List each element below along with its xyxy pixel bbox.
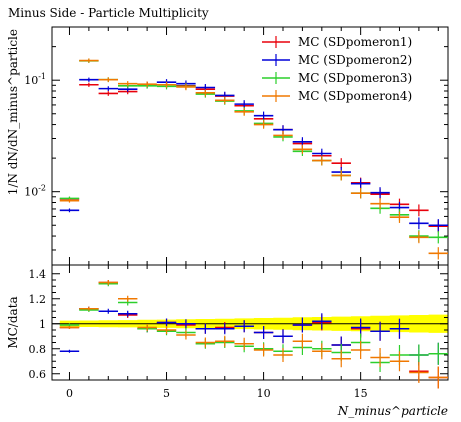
x-tick-label: 10 — [257, 387, 271, 400]
series-ratio-4 — [59, 280, 448, 389]
legend-entry: MC (SDpomeron4) — [298, 89, 412, 103]
y-axis-label: 1/N dN/dN_minus^particle — [6, 29, 20, 195]
legend-entry: MC (SDpomeron1) — [298, 35, 412, 49]
x-axis-label: N_minus^particle — [337, 404, 448, 418]
series-ratio-1 — [59, 280, 448, 389]
legend-entry: MC (SDpomeron3) — [298, 71, 412, 85]
ratio-frame — [51, 264, 449, 381]
y-tick-label-ratio: 1.4 — [29, 268, 47, 281]
ratio-panel: 0 5 10 15 0.6 0.8 1 1.2 1.4 MC/data N_minus^partic… — [6, 264, 449, 418]
x-tick-label: 0 — [66, 387, 73, 400]
main-panel: 10-2 10-1 1/N dN/dN_minus^particle — [6, 26, 449, 266]
ratio-y-axis-label: MC/data — [6, 296, 20, 348]
legend: MC (SDpomeron1) MC (SDpomeron2) MC (SDpome… — [262, 35, 412, 103]
y-tick-label-ratio: 0.6 — [29, 368, 47, 381]
legend-entry: MC (SDpomeron2) — [298, 53, 412, 67]
y-tick-label-ratio: 0.8 — [29, 343, 47, 356]
series-main-3 — [59, 58, 448, 244]
y-tick-label: 10-1 — [24, 72, 46, 87]
x-tick-label: 5 — [163, 387, 170, 400]
series-main-4 — [59, 58, 448, 260]
y-tick-label: 10-2 — [24, 184, 46, 199]
y-tick-label-ratio: 1 — [39, 318, 46, 331]
y-tick-label-ratio: 1.2 — [29, 293, 47, 306]
x-tick-label: 15 — [354, 387, 368, 400]
chart-title: Minus Side - Particle Multiplicity — [8, 6, 209, 20]
